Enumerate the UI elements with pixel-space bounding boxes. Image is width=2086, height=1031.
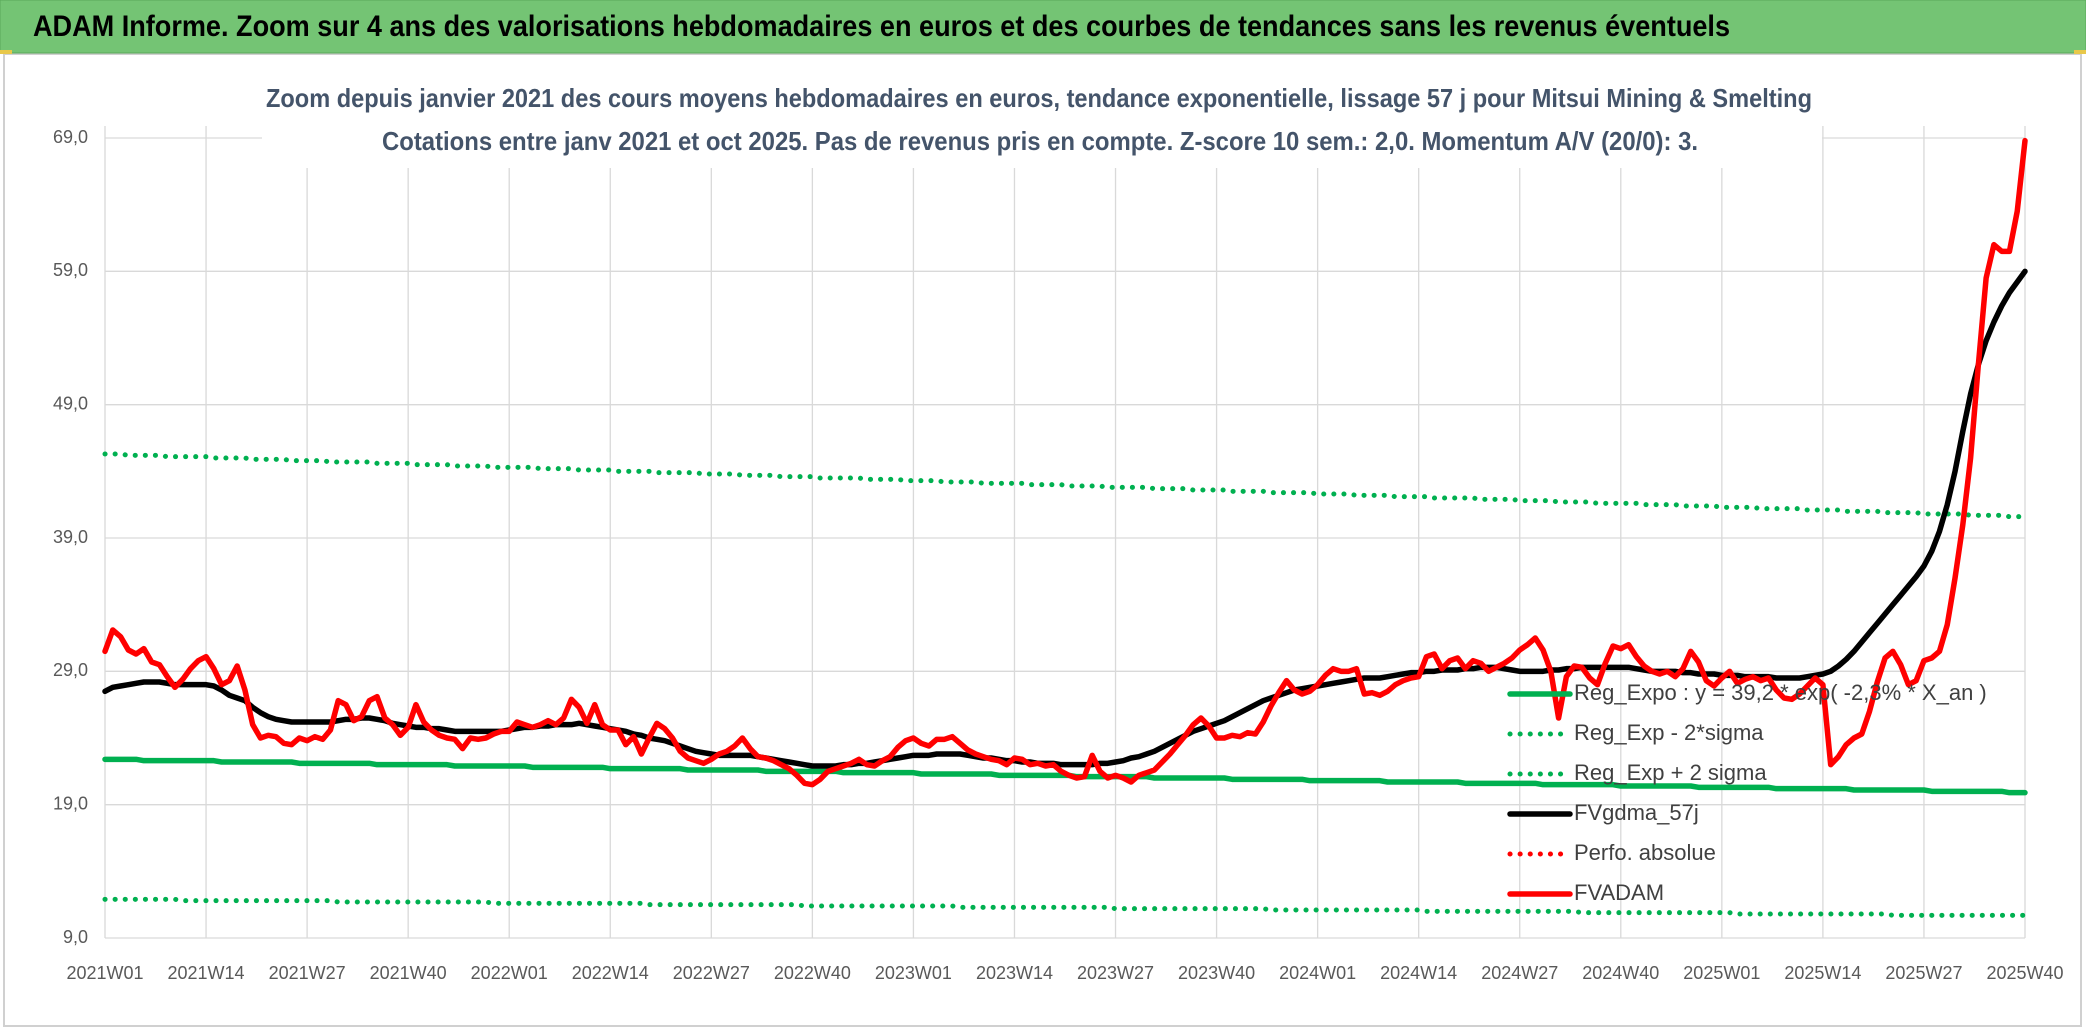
x-tick-label: 2022W14 [572, 963, 649, 983]
x-tick-label: 2024W01 [1279, 963, 1356, 983]
chart-title: Zoom depuis janvier 2021 des cours moyen… [266, 83, 1812, 113]
y-tick-label: 39,0 [53, 527, 88, 547]
y-tick-label: 69,0 [53, 127, 88, 147]
x-tick-label: 2024W40 [1582, 963, 1659, 983]
x-tick-label: 2022W01 [471, 963, 548, 983]
y-tick-label: 9,0 [63, 927, 88, 947]
series-line [102, 896, 2028, 918]
series-line [102, 137, 2028, 788]
legend-label: Reg_Exp + 2 sigma [1574, 760, 1767, 785]
x-tick-label: 2023W01 [875, 963, 952, 983]
x-tick-label: 2022W40 [774, 963, 851, 983]
x-tick-label: 2021W40 [370, 963, 447, 983]
legend-label: FVgdma_57j [1574, 800, 1699, 825]
chart-frame [3, 53, 2082, 1027]
legend-label: Reg_Expo : y = 39,2 * exp( -2,3% * X_an … [1574, 680, 1987, 705]
chart-subtitle: Cotations entre janv 2021 et oct 2025. P… [382, 126, 1698, 156]
x-tick-label: 2023W40 [1178, 963, 1255, 983]
x-tick-label: 2025W27 [1885, 963, 1962, 983]
header-corner [0, 50, 12, 54]
legend: Reg_Expo : y = 39,2 * exp( -2,3% * X_an … [1507, 680, 1987, 905]
legend-label: FVADAM [1574, 880, 1664, 905]
y-tick-label: 59,0 [53, 260, 88, 280]
x-tick-label: 2021W14 [168, 963, 245, 983]
header-title: ADAM Informe. Zoom sur 4 ans des valoris… [33, 10, 1730, 43]
y-tick-label: 19,0 [53, 793, 88, 813]
legend-label: Reg_Exp - 2*sigma [1574, 720, 1764, 745]
x-tick-label: 2025W01 [1683, 963, 1760, 983]
x-tick-label: 2025W40 [1986, 963, 2063, 983]
header-bar [0, 0, 2086, 54]
x-tick-label: 2022W27 [673, 963, 750, 983]
x-tick-label: 2023W27 [1077, 963, 1154, 983]
series-line [102, 451, 2028, 520]
x-tick-label: 2023W14 [976, 963, 1053, 983]
y-tick-label: 29,0 [53, 660, 88, 680]
x-tick-label: 2024W14 [1380, 963, 1457, 983]
legend-label: Perfo. absolue [1574, 840, 1716, 865]
x-tick-label: 2024W27 [1481, 963, 1558, 983]
x-tick-label: 2021W01 [66, 963, 143, 983]
y-tick-label: 49,0 [53, 393, 88, 413]
header-corner [2074, 50, 2086, 54]
x-tick-label: 2025W14 [1784, 963, 1861, 983]
title-background [262, 76, 1822, 168]
x-tick-label: 2021W27 [269, 963, 346, 983]
